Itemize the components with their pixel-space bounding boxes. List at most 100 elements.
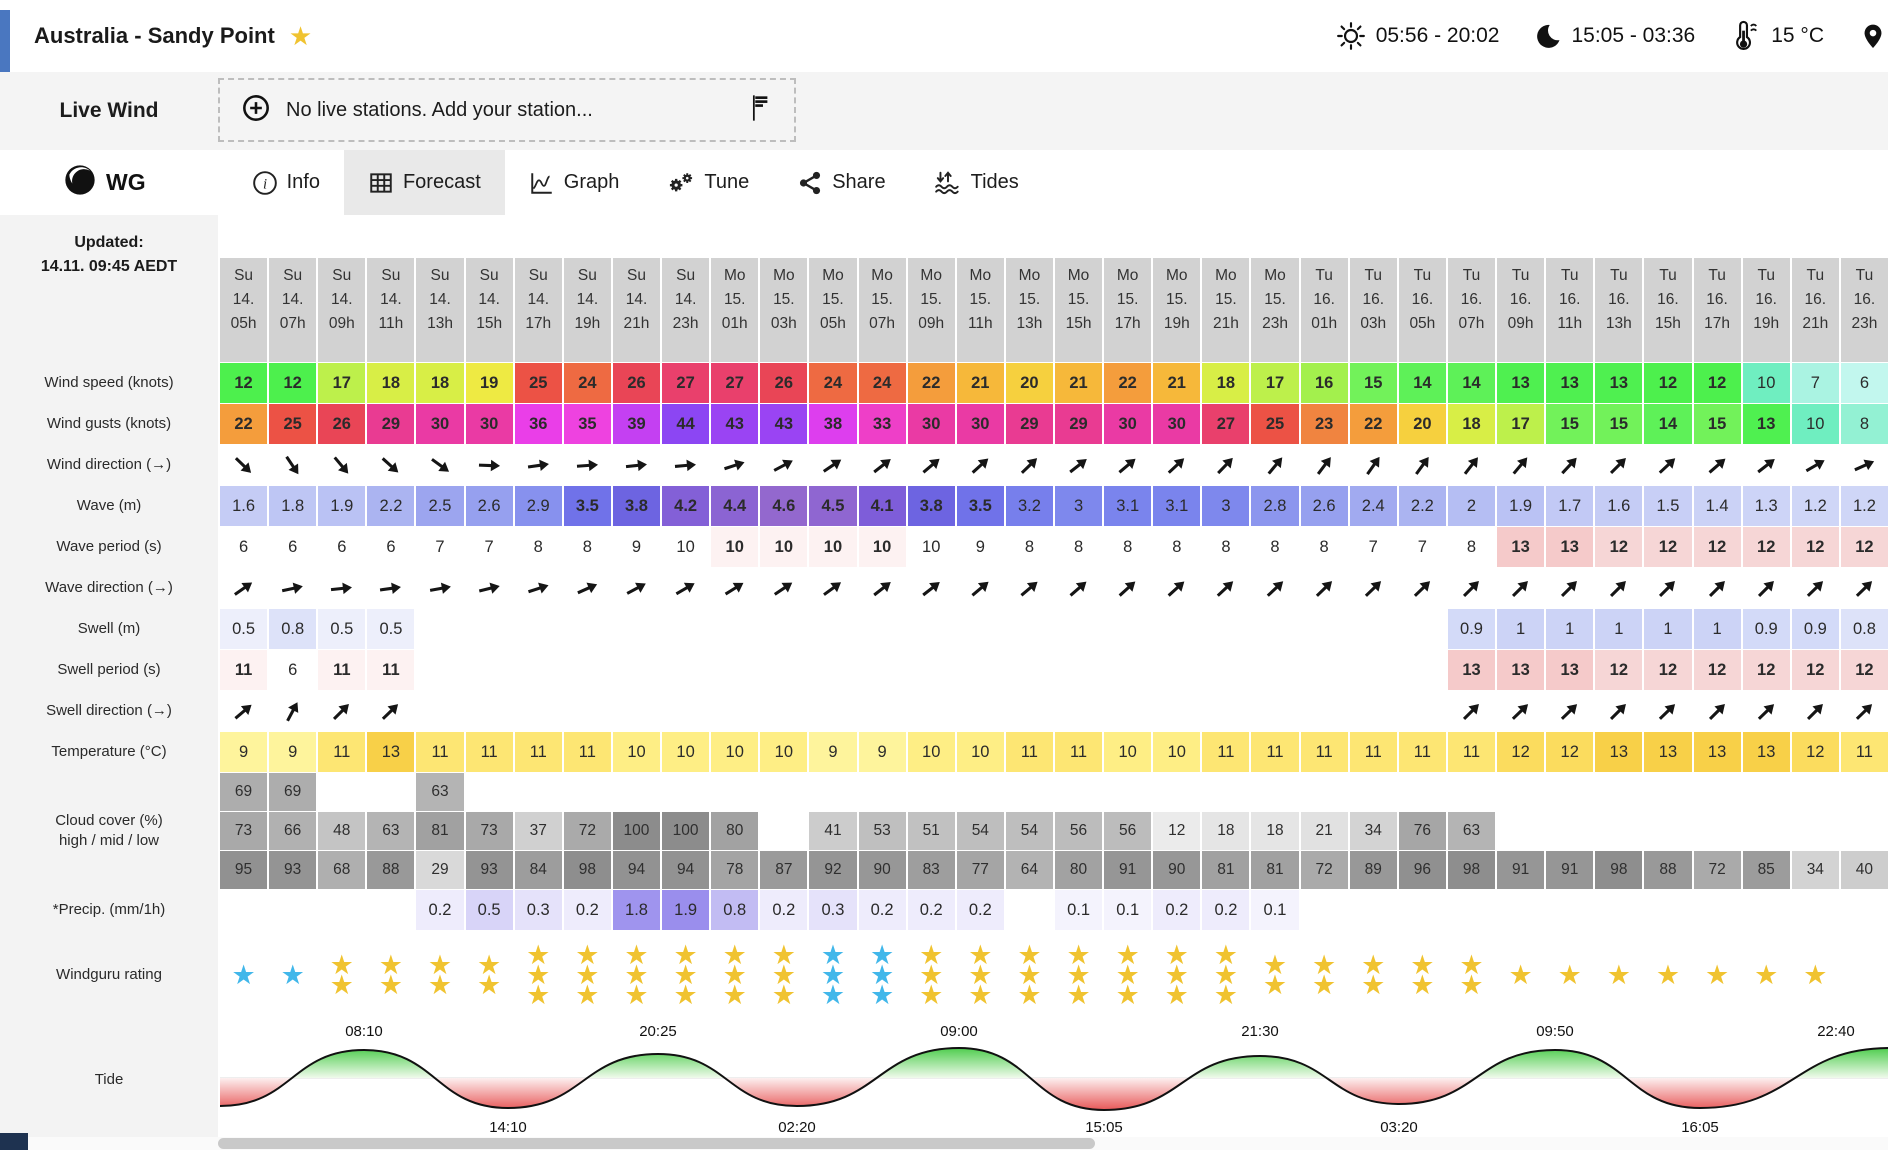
arrow-icon <box>1800 449 1831 480</box>
direction-arrow <box>1399 568 1446 608</box>
wave-period-row-cell: 7 <box>484 537 494 556</box>
tab-forecast[interactable]: Forecast <box>343 150 505 215</box>
column-header: Su 14. 19h <box>563 258 611 362</box>
direction-arrow <box>1251 568 1298 608</box>
row-label: Wind direction (→) <box>46 455 172 473</box>
wave-period-row-cell: 6 <box>337 537 347 556</box>
svg-text:08:10: 08:10 <box>345 1023 383 1040</box>
swell-period-row-cell: 6 <box>288 660 298 679</box>
tab-graph[interactable]: Graph <box>505 150 644 215</box>
swell-period-row-cell <box>515 650 562 690</box>
rating-star-icon: ★ <box>624 980 649 1010</box>
wg-logo-text: WG <box>106 169 146 195</box>
precipitation-row-cell: 0.2 <box>760 890 808 930</box>
wind-flag-icon <box>750 93 772 128</box>
swell-height-row-cell: 0.5 <box>318 609 366 649</box>
add-station-box[interactable]: No live stations. Add your station... <box>218 78 796 142</box>
horizontal-scrollbar-thumb[interactable] <box>218 1138 1095 1149</box>
wave-height-row-cell: 1.7 <box>1546 486 1594 526</box>
location-group[interactable] <box>1860 22 1886 50</box>
swell-period-row-cell <box>957 650 1004 690</box>
column-header: Mo 15. 11h <box>956 258 1004 362</box>
arrow-icon <box>326 449 358 481</box>
accent-bar <box>0 10 10 73</box>
wind-speed-row-cell: 14 <box>1447 363 1496 403</box>
wind-gusts-row-cell: 15 <box>1595 404 1643 444</box>
rating-star-icon: ★ <box>378 970 404 1000</box>
wind-speed-row-cell: 25 <box>514 363 562 403</box>
direction-arrow <box>957 691 1004 731</box>
wave-height-row-cell: 2.6 <box>1300 486 1348 526</box>
arrow-icon <box>329 575 354 600</box>
direction-arrow <box>1546 691 1593 731</box>
direction-arrow <box>318 568 365 608</box>
precipitation-row-cell: 0.3 <box>809 890 857 930</box>
wave-height-row-cell: 1.6 <box>1595 486 1643 526</box>
direction-arrow <box>957 445 1004 485</box>
wave-height-row-cell: 2.5 <box>416 486 464 526</box>
wave-period-row-cell: 10 <box>858 527 906 567</box>
wind-speed-row-cell: 15 <box>1349 363 1397 403</box>
direction-arrow <box>1644 691 1691 731</box>
rating-star-icon: ★ <box>1213 980 1239 1010</box>
rating-star-icon: ★ <box>1066 940 1091 970</box>
direction-arrow <box>1399 445 1446 485</box>
wind-gusts-row-cell: 18 <box>1447 404 1496 444</box>
wg-logo[interactable]: WG <box>64 150 146 215</box>
rating-star-icon: ★ <box>280 960 305 990</box>
temperature-row-cell: 13 <box>1742 732 1790 772</box>
temperature-row-cell: 11 <box>1054 732 1103 772</box>
cloud-cell: 18 81 <box>1251 773 1299 889</box>
row-label: Wind gusts (knots) <box>46 414 172 432</box>
rating-star-icon: ★ <box>1017 940 1042 970</box>
direction-arrow <box>416 445 463 485</box>
forecast-table: Updated: 14.11. 09:45 AEDT Su 14. 05h Su 14.… <box>0 215 1888 1137</box>
arrow-icon <box>1799 572 1832 605</box>
rating-star-icon: ★ <box>1410 950 1435 980</box>
wave-period-row: Wave period (s) 6 6 6 6 7 7 8 8 9 10 10 10 10 10 10 9 8 8 8… <box>0 527 1888 567</box>
rating-cell: ★ <box>1743 931 1790 1019</box>
arrow-icon <box>915 449 947 481</box>
rating-star-icon: ★ <box>1557 960 1582 990</box>
gears-icon <box>667 170 695 196</box>
column-header: Su 14. 21h <box>612 258 661 362</box>
tab-tides[interactable]: Tides <box>910 150 1043 215</box>
svg-text:15:05: 15:05 <box>1085 1119 1123 1135</box>
precipitation-row-cell: 0.3 <box>514 890 562 930</box>
column-header: Mo 15. 03h <box>760 258 808 362</box>
wind-gusts-row-cell: 39 <box>612 404 661 444</box>
precipitation-row-cell: 1.8 <box>612 890 661 930</box>
tab-info[interactable]: i Info <box>228 150 344 215</box>
cloud-cell: 51 83 <box>907 773 955 889</box>
direction-arrow <box>416 691 463 731</box>
favorite-star-icon[interactable]: ★ <box>288 21 313 51</box>
wind-gusts-row-cell: 27 <box>1202 404 1250 444</box>
arrow-icon <box>1553 449 1586 482</box>
rating-cell: ★ ★ ★ <box>613 931 660 1019</box>
rating-star-icon: ★ <box>575 940 600 970</box>
wind-speed-row-cell: 26 <box>760 363 808 403</box>
rating-cell: ★ <box>1644 931 1691 1019</box>
rating-cell: ★ ★ ★ <box>515 931 562 1019</box>
direction-arrow <box>564 568 611 608</box>
arrow-icon <box>1553 572 1586 605</box>
temperature-row-cell: 13 <box>1595 732 1643 772</box>
swell-height-row-cell <box>662 609 709 649</box>
tab-tune[interactable]: Tune <box>643 150 773 215</box>
direction-arrow <box>809 691 856 731</box>
rating-cell: ★ ★ <box>367 931 414 1019</box>
arrow-icon <box>624 452 649 477</box>
direction-arrow <box>466 691 513 731</box>
rating-star-icon: ★ <box>1164 980 1189 1010</box>
column-header: Su 14. 15h <box>465 258 513 362</box>
arrow-icon <box>1603 695 1636 728</box>
rating-star-icon: ★ <box>1115 960 1140 990</box>
tab-share[interactable]: Share <box>773 150 909 215</box>
swell-period-row-cell <box>613 650 660 690</box>
horizontal-scrollbar-track[interactable] <box>0 1137 1888 1150</box>
arrow-icon <box>1259 449 1291 481</box>
direction-arrow <box>711 445 758 485</box>
temperature-row-cell: 10 <box>760 732 808 772</box>
wind-speed-row-cell: 18 <box>416 363 464 403</box>
arrow-icon <box>1308 449 1340 481</box>
